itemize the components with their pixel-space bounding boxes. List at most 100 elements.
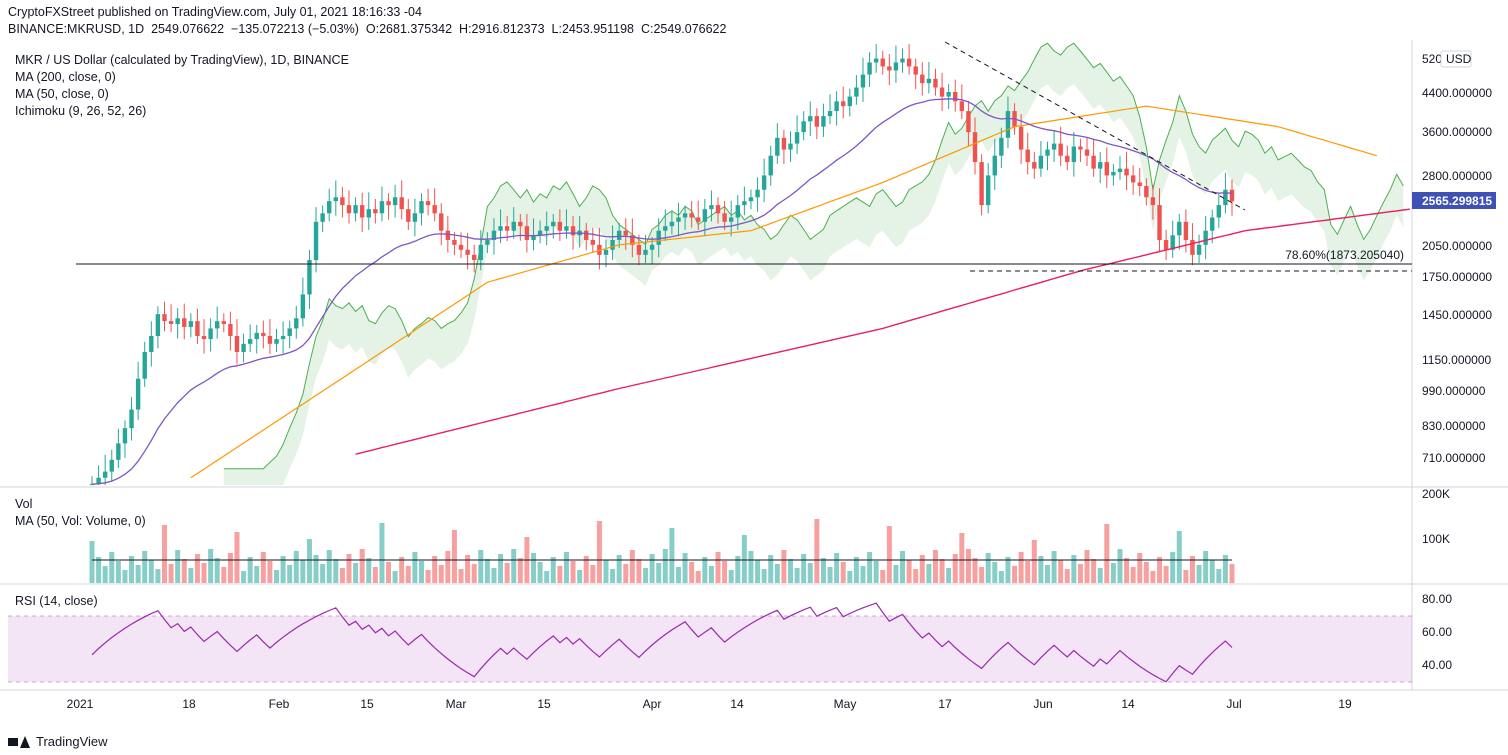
candle-body xyxy=(1071,146,1077,163)
volume-bar xyxy=(267,561,273,583)
legend-ma200[interactable]: MA (200, close, 0) xyxy=(15,70,116,84)
candle-body xyxy=(1084,149,1090,156)
candle-body xyxy=(696,217,701,222)
candle-body xyxy=(735,205,740,218)
volume-bar xyxy=(781,550,787,583)
candle-body xyxy=(182,318,187,327)
volume-bar xyxy=(326,550,332,583)
legend-ma50[interactable]: MA (50, close, 0) xyxy=(15,87,109,101)
time-axis: 2021 18 Feb 15 Mar 15 Apr 14 May 17 Jun … xyxy=(67,697,1352,711)
candle-body xyxy=(590,240,596,245)
candle-body xyxy=(1032,162,1037,169)
volume-bar xyxy=(320,564,326,583)
volume-bar xyxy=(1012,566,1018,583)
candle-body xyxy=(689,213,694,218)
candle-body xyxy=(485,240,490,245)
candle-body xyxy=(906,58,912,67)
candle-body xyxy=(392,197,398,206)
volume-bar xyxy=(1071,555,1077,583)
legend-ichimoku[interactable]: Ichimoku (9, 26, 52, 26) xyxy=(15,104,147,118)
candle-body xyxy=(748,197,754,202)
volume-bar xyxy=(386,562,392,583)
volume-bar xyxy=(662,549,668,583)
volume-bar xyxy=(1143,562,1149,583)
leading-span-a xyxy=(223,42,1404,470)
candle-body xyxy=(999,137,1004,156)
candle-body xyxy=(669,221,675,227)
volume-bar xyxy=(1176,531,1182,583)
volume-bar xyxy=(102,566,108,583)
volume-bar xyxy=(998,571,1004,583)
candle-body xyxy=(768,155,773,176)
rsi-band xyxy=(8,616,1412,682)
candle-body xyxy=(873,58,879,63)
candle-body xyxy=(1183,221,1189,241)
xtick-0: 2021 xyxy=(67,697,94,711)
volume-bar xyxy=(1222,555,1228,583)
volume-bar xyxy=(1157,557,1163,583)
candle-body xyxy=(452,240,457,245)
volume-bar xyxy=(577,570,583,583)
volume-bar xyxy=(1077,564,1083,583)
currency-label: USD xyxy=(1446,52,1472,66)
ytick-1: 4400.000000 xyxy=(1422,86,1492,100)
candle-body xyxy=(722,213,727,222)
volume-bar xyxy=(412,552,418,583)
change: −135.072213 (−5.03%) xyxy=(231,22,359,36)
legend-vol-ma[interactable]: MA (50, Vol: Volume, 0) xyxy=(15,514,146,528)
volume-bar xyxy=(274,570,280,583)
candle-body xyxy=(939,87,945,97)
current-price-label: 2565.299815 xyxy=(1422,194,1492,208)
candle-body xyxy=(1124,168,1129,176)
candle-body xyxy=(320,213,325,222)
h-label: H: xyxy=(459,22,472,36)
candle-body xyxy=(1157,205,1162,241)
volume-bar xyxy=(399,557,405,583)
candle-body xyxy=(755,189,760,198)
legend-title[interactable]: MKR / US Dollar (calculated by TradingVi… xyxy=(15,53,349,67)
ytick-2: 3600.000000 xyxy=(1422,125,1492,139)
volume-bar xyxy=(913,569,919,583)
ytick-10: 710.000000 xyxy=(1422,451,1486,465)
candle-body xyxy=(307,260,312,295)
candle-body xyxy=(155,314,161,336)
candle-body xyxy=(412,213,418,222)
volume-bar xyxy=(425,570,431,583)
candle-body xyxy=(781,137,787,150)
volume-bar xyxy=(715,552,721,583)
legend-rsi[interactable]: RSI (14, close) xyxy=(15,594,98,608)
candle-body xyxy=(188,321,194,327)
volume-bar xyxy=(1137,553,1143,583)
volume-bar xyxy=(946,568,952,583)
volume-bar xyxy=(853,557,859,583)
volume-bar xyxy=(1130,567,1136,583)
volume-bar xyxy=(1091,559,1097,583)
xtick-8: May xyxy=(834,697,857,711)
candle-body xyxy=(1025,149,1030,163)
currency-box[interactable] xyxy=(1440,50,1472,68)
volume-bar xyxy=(451,530,457,583)
candle-body xyxy=(261,332,266,336)
candle-body xyxy=(801,121,806,133)
candle-body xyxy=(465,249,470,255)
last-price: 2549.076622 xyxy=(151,22,225,36)
candle-body xyxy=(1150,197,1156,206)
candle-body xyxy=(814,116,820,127)
candle-body xyxy=(498,226,503,231)
candle-body xyxy=(1210,217,1215,231)
volume-bar xyxy=(418,561,424,583)
candle-body xyxy=(419,201,424,214)
legend-vol[interactable]: Vol xyxy=(15,497,33,511)
candle-body xyxy=(1078,146,1083,150)
volume-bar xyxy=(735,556,741,583)
volume-bar xyxy=(359,549,365,583)
rsi-ytick-1: 60.00 xyxy=(1422,625,1452,639)
volume-bar xyxy=(939,559,945,583)
candle-body xyxy=(715,205,721,214)
volume-bar xyxy=(214,558,220,583)
volume-bar xyxy=(1203,551,1209,583)
volume-bar xyxy=(1018,552,1024,583)
volume-bar xyxy=(135,565,141,583)
volume-bar xyxy=(972,558,978,583)
